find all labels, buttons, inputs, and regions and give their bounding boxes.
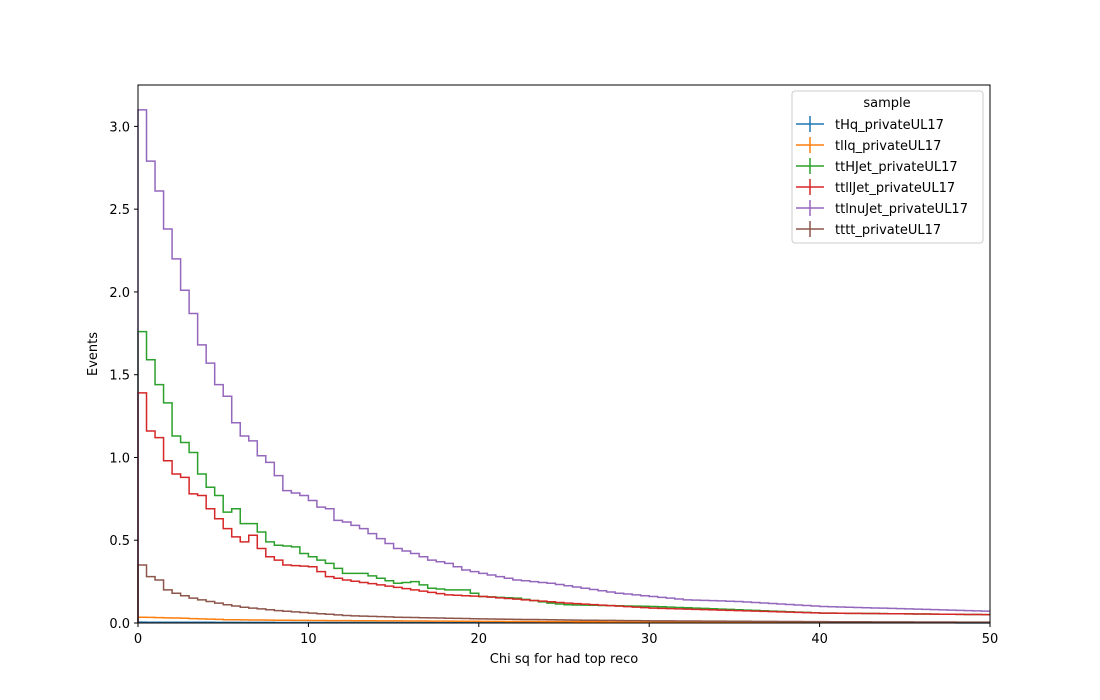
y-tick-label: 1.5 xyxy=(109,369,130,384)
y-axis-title: Events xyxy=(86,332,101,376)
legend-item-tttt-privateul17: tttt_privateUL17 xyxy=(796,221,941,238)
legend-item-ttlljet-privateul17: ttllJet_privateUL17 xyxy=(796,179,955,196)
legend-title: sample xyxy=(863,96,910,111)
legend-item-ttlnujet-privateul17: ttlnuJet_privateUL17 xyxy=(796,200,968,217)
series-tttt-privateul17 xyxy=(137,564,990,623)
series-ttlljet-privateul17 xyxy=(137,392,990,623)
plot-series-group xyxy=(137,109,990,624)
y-tick-label: 1.0 xyxy=(109,451,130,466)
legend-item-thq-privateul17: tHq_privateUL17 xyxy=(796,116,944,133)
y-tick-label: 3.0 xyxy=(109,120,130,135)
legend-label: ttHJet_privateUL17 xyxy=(835,160,958,175)
legend-box xyxy=(791,90,984,244)
legend-label: tllq_privateUL17 xyxy=(835,139,941,154)
legend-item-tllq-privateul17: tllq_privateUL17 xyxy=(796,137,941,154)
x-axis-title: Chi sq for had top reco xyxy=(490,652,638,667)
x-tick-label: 10 xyxy=(300,632,317,647)
y-tick-label: 2.5 xyxy=(109,203,130,218)
axes-frame xyxy=(137,84,991,624)
axis-ticks-group: 0 10 20 30 40 50 0.0 0.5 1.0 1.5 2.0 2.5 3.0 xyxy=(109,120,998,647)
legend: sample tHq_privateUL17 tllq_privateUL17tt… xyxy=(791,90,984,244)
legend-label: tHq_privateUL17 xyxy=(835,118,944,133)
y-tick-label: 0.0 xyxy=(109,617,130,632)
y-tick-label: 0.5 xyxy=(109,534,130,549)
legend-items: tHq_privateUL17 tllq_privateUL17 ttHJet_pr… xyxy=(796,116,968,238)
legend-label: ttllJet_privateUL17 xyxy=(835,181,955,196)
x-tick-label: 0 xyxy=(134,632,142,647)
legend-label: ttlnuJet_privateUL17 xyxy=(835,202,968,217)
y-tick-label: 2.0 xyxy=(109,286,130,301)
x-tick-label: 40 xyxy=(811,632,828,647)
series-ttlnujet-privateul17 xyxy=(137,109,990,623)
legend-label: tttt_privateUL17 xyxy=(835,223,941,238)
x-tick-label: 30 xyxy=(641,632,658,647)
x-tick-label: 50 xyxy=(982,632,999,647)
legend-item-tthjet-privateul17: ttHJet_privateUL17 xyxy=(796,158,958,175)
x-tick-label: 20 xyxy=(471,632,488,647)
series-tthjet-privateul17 xyxy=(137,330,990,623)
